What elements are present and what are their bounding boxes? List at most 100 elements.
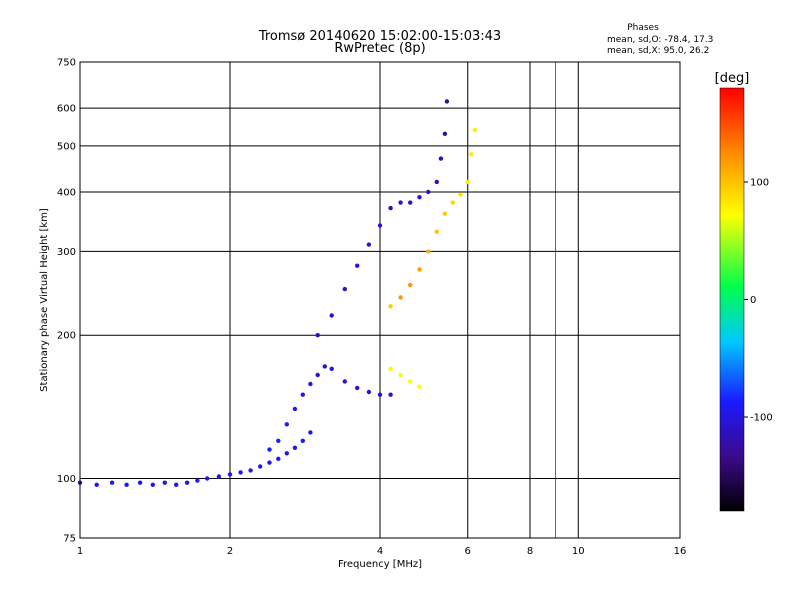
colorbar (719, 87, 745, 512)
data-point (342, 379, 347, 384)
data-point (388, 205, 393, 211)
data-point (315, 372, 320, 378)
data-point (434, 179, 439, 185)
data-point (465, 179, 470, 185)
data-point (137, 480, 143, 485)
data-point (398, 372, 403, 378)
data-point (408, 379, 413, 384)
data-point (408, 200, 413, 205)
data-point (377, 392, 383, 397)
data-point (94, 482, 99, 487)
data-point (417, 195, 422, 200)
stats-x-line: mean, sd,X: 95.0, 26.2 (607, 46, 709, 56)
x-tick-label: 2 (227, 546, 233, 557)
data-point (124, 482, 129, 487)
data-point (355, 263, 360, 268)
stats-o-line: mean, sd,O: -78.4, 17.3 (607, 35, 713, 45)
data-point (150, 482, 155, 487)
data-point (267, 460, 272, 465)
data-point (248, 468, 253, 473)
data-point (184, 480, 190, 485)
colorbar-tick-label: 0 (750, 295, 756, 306)
data-point (322, 364, 327, 369)
data-point (308, 381, 313, 387)
chart-title: Tromsø 20140620 15:02:00-15:03:43 (258, 29, 501, 44)
y-tick-label: 600 (57, 104, 76, 115)
data-point (388, 392, 393, 397)
y-tick-label: 75 (63, 534, 76, 545)
data-point (438, 156, 444, 161)
y-tick-label: 300 (57, 247, 76, 258)
y-axis-label: Stationary phase Virtual Height [km] (39, 208, 50, 392)
x-axis-ticks: 1 2 4 6 8 10 16 (77, 546, 687, 557)
data-point (276, 438, 281, 443)
data-point (227, 472, 233, 477)
data-point (398, 200, 403, 205)
data-point (450, 200, 455, 205)
plot-frame (79, 61, 681, 539)
data-point (329, 366, 334, 371)
x-tick-label: 10 (572, 546, 585, 557)
data-point (426, 189, 431, 195)
data-point (458, 192, 463, 197)
data-point (366, 389, 372, 395)
colorbar-label: [deg] (715, 71, 750, 86)
data-points (77, 99, 477, 487)
x-axis-label: Frequency [MHz] (338, 559, 422, 570)
y-tick-label: 400 (57, 187, 76, 198)
stats-header: Phases (627, 23, 659, 33)
data-point (398, 295, 403, 300)
data-point (442, 131, 448, 136)
data-point (408, 282, 413, 288)
x-tick-label: 4 (377, 546, 383, 557)
data-point (258, 464, 263, 469)
data-point (216, 474, 222, 479)
data-point (469, 152, 474, 157)
colorbar-tick-label: 100 (750, 178, 769, 189)
data-point (434, 229, 439, 234)
data-point (315, 333, 320, 338)
data-point (292, 406, 298, 412)
data-point (109, 480, 115, 485)
data-point (417, 267, 422, 272)
data-point (388, 304, 393, 309)
data-point (174, 482, 179, 487)
data-point (329, 313, 334, 318)
y-tick-label: 750 (57, 58, 76, 69)
colorbar-tick-label: -100 (750, 413, 773, 424)
data-point (342, 286, 347, 292)
data-point (444, 99, 450, 104)
grid-lines (80, 62, 680, 538)
colorbar-ticks: 100 0 -100 (744, 178, 773, 424)
x-tick-label: 8 (527, 546, 533, 557)
data-point (238, 470, 243, 475)
data-point (205, 476, 210, 481)
data-point (388, 366, 393, 371)
data-point (355, 385, 360, 391)
y-tick-label: 100 (57, 474, 76, 485)
data-point (284, 422, 289, 427)
data-point (162, 480, 167, 485)
data-point (308, 430, 313, 435)
data-point (377, 223, 383, 228)
data-point (267, 447, 272, 452)
data-point (442, 211, 448, 216)
x-tick-label: 1 (77, 546, 83, 557)
data-point (472, 127, 477, 133)
y-tick-label: 500 (57, 141, 76, 152)
x-tick-label: 16 (674, 546, 687, 557)
x-tick-label: 6 (465, 546, 471, 557)
data-point (276, 456, 281, 461)
chart-subtitle: RwPretec (8p) (334, 41, 425, 56)
y-tick-label: 200 (57, 331, 76, 342)
y-axis-ticks: 75 100 200 300 400 500 600 750 (57, 58, 76, 545)
data-point (292, 445, 298, 450)
data-point (366, 242, 372, 247)
data-point (284, 451, 289, 456)
data-point (300, 438, 305, 443)
data-point (417, 384, 422, 389)
data-point (300, 392, 305, 397)
data-point (195, 478, 200, 483)
data-point (426, 249, 431, 254)
